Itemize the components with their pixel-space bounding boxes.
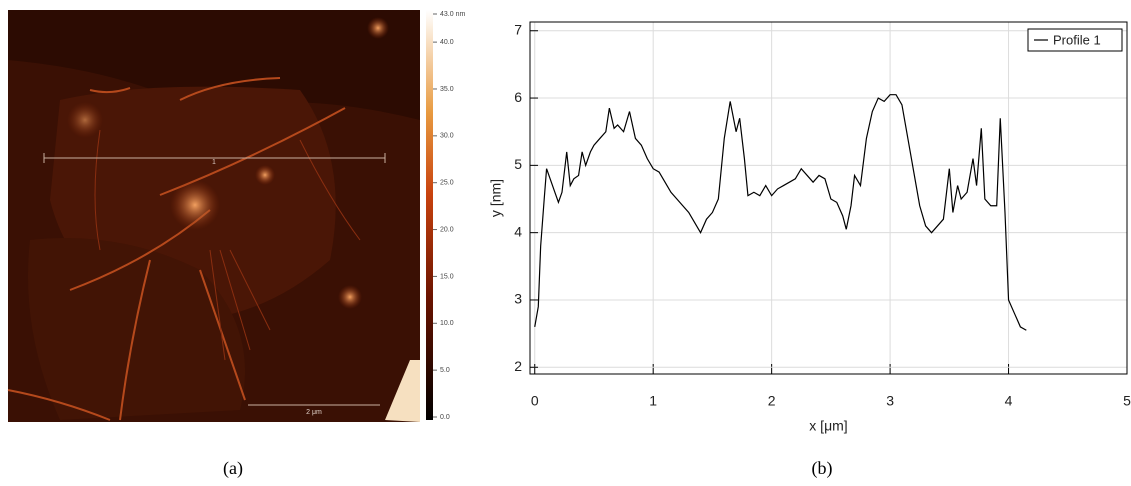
- scale-bar-label: 2 μm: [306, 409, 322, 416]
- colorbar-tick-label: 30.0: [440, 133, 454, 140]
- legend-box: [1027, 28, 1123, 52]
- legend-label: Profile 1: [1053, 32, 1101, 47]
- x-tick-label: 5: [1123, 393, 1131, 409]
- y-tick-label: 5: [514, 156, 522, 172]
- y-tick-label: 3: [514, 291, 522, 307]
- colorbar-tick-label: 10.0: [440, 320, 454, 327]
- panel-label: (b): [812, 458, 833, 479]
- colorbar-tick-label: 35.0: [440, 86, 454, 93]
- colorbar-ticks: 0.0 5.0 10.0 15.0 20.0 25.0 30.0 35.0 40.0 43.0 n…: [433, 11, 465, 421]
- colorbar-tick-label: 15.0: [440, 273, 454, 280]
- colorbar-tick-label: 43.0 nm: [440, 11, 465, 18]
- colorbar-tick-label: 20.0: [440, 226, 454, 233]
- profile-plot: 0 1 2 3 4 5 2 3 4 5 6 7 x [μm] y [nm] Profile 1: [488, 21, 1131, 433]
- colorbar-tick-label: 0.0: [440, 414, 450, 421]
- y-tick-label: 6: [514, 89, 522, 105]
- x-tick-label: 0: [531, 393, 539, 409]
- colorbar-tick-label: 25.0: [440, 180, 454, 187]
- x-tick-label: 3: [886, 393, 894, 409]
- x-axis-label: x [μm]: [809, 418, 847, 434]
- y-tick-label: 4: [514, 223, 522, 239]
- plot-frame: [529, 21, 1128, 375]
- colorbar: [426, 10, 433, 420]
- y-axis-label: y [nm]: [488, 179, 504, 217]
- colorbar-tick-label: 5.0: [440, 367, 450, 374]
- y-tick-label: 2: [514, 358, 522, 374]
- x-tick-label: 2: [768, 393, 776, 409]
- x-tick-label: 4: [1005, 393, 1013, 409]
- panel-label: (a): [223, 458, 243, 479]
- colorbar-tick-label: 40.0: [440, 39, 454, 46]
- afm-image: 1 2 μm: [7, 10, 420, 422]
- x-tick-label: 1: [649, 393, 657, 409]
- y-tick-label: 7: [514, 21, 522, 37]
- line-label: 1: [212, 159, 216, 166]
- profile-line: [534, 94, 1027, 331]
